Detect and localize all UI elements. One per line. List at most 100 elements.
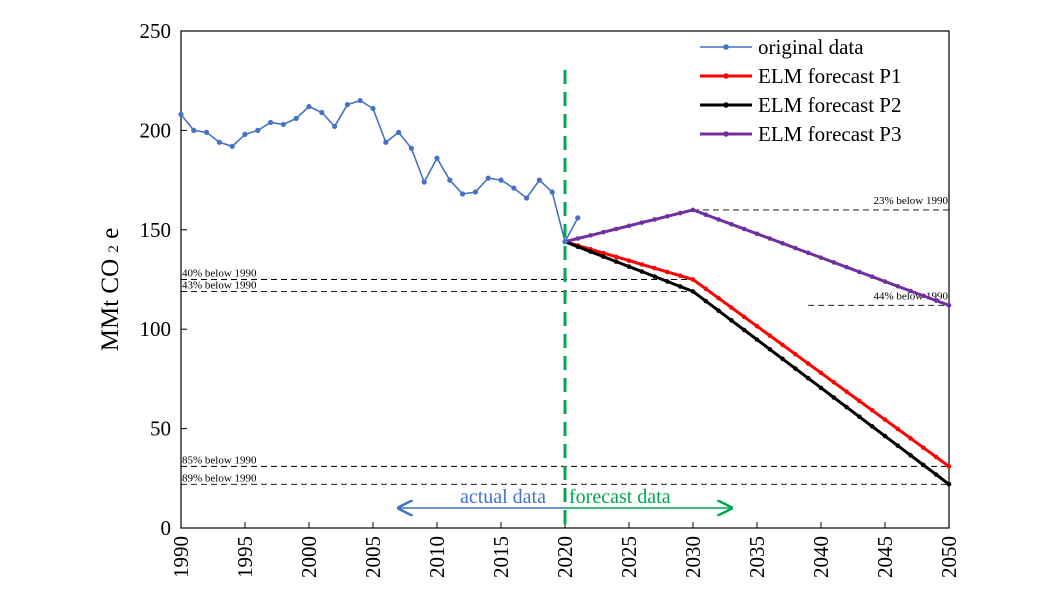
series-point: [946, 464, 952, 469]
series-point: [178, 111, 184, 118]
series-point: [767, 346, 773, 352]
series-point: [793, 366, 798, 371]
legend-label: original data: [758, 35, 864, 59]
series-point: [601, 250, 606, 256]
series-point: [575, 215, 581, 221]
series-point: [293, 115, 299, 122]
actual-data-label: actual data: [460, 486, 546, 508]
series-point: [268, 119, 274, 126]
series-point: [857, 398, 862, 404]
series-point: [626, 223, 632, 229]
series-point: [716, 308, 721, 314]
series-point: [280, 121, 286, 128]
series-point: [665, 213, 670, 219]
series-point: [729, 221, 734, 227]
series-point: [665, 279, 670, 284]
series-point: [844, 404, 849, 410]
series-point: [652, 265, 657, 271]
series-point: [319, 109, 325, 116]
series-point: [908, 453, 913, 458]
series-point: [741, 226, 747, 232]
series-point: [703, 212, 709, 217]
x-tick-label: 2050: [937, 536, 961, 578]
series-point: [601, 254, 606, 259]
reference-line-label: 40% below 1990: [182, 268, 257, 280]
series-point: [601, 229, 606, 235]
series-point: [780, 241, 785, 246]
reference-line-label: 85% below 1990: [182, 454, 257, 466]
series-point: [613, 254, 619, 260]
series-point: [716, 295, 721, 301]
series-point: [946, 481, 952, 487]
series-point: [908, 436, 913, 441]
series-point: [665, 269, 670, 275]
y-tick-label: 250: [140, 19, 172, 43]
legend-label: ELM forecast P3: [758, 122, 901, 146]
series-point: [677, 210, 683, 216]
y-tick-label: 200: [140, 118, 172, 142]
series-point: [805, 361, 811, 366]
series-point: [921, 293, 926, 299]
x-tick-label: 2015: [489, 536, 513, 578]
x-tick-label: 2030: [681, 536, 705, 578]
series-point: [703, 298, 709, 304]
forecast-data-label: forecast data: [569, 486, 671, 508]
legend-swatch-marker: [723, 73, 729, 79]
series-point: [306, 103, 312, 110]
legend-label: ELM forecast P1: [758, 64, 901, 88]
y-axis-label-main: MMt CO: [97, 253, 124, 352]
x-tick-label: 2025: [617, 536, 641, 578]
series-point: [805, 375, 811, 381]
series-point: [767, 333, 773, 338]
series-point: [690, 289, 696, 294]
y-tick-label: 50: [150, 417, 171, 441]
series-point: [729, 305, 734, 310]
series-point: [536, 177, 543, 183]
y-tick-label: 100: [140, 317, 172, 341]
series-point: [946, 303, 952, 308]
series-line-elm-forecast-p1: [564, 240, 950, 468]
series-point: [383, 139, 389, 145]
series-point: [690, 207, 696, 213]
series-point: [831, 395, 837, 400]
series-point: [869, 424, 875, 429]
legend-swatch-marker: [723, 102, 729, 108]
series-point: [344, 101, 350, 108]
series-point: [818, 255, 824, 260]
series-point: [460, 191, 466, 197]
series-point: [908, 288, 913, 294]
series-layer: [178, 97, 952, 487]
series-point: [588, 233, 593, 238]
x-tick-label: 2045: [873, 536, 897, 578]
series-point: [677, 284, 683, 289]
series-line-elm-forecast-p2: [564, 240, 950, 486]
series-point: [639, 262, 645, 267]
series-point: [242, 131, 248, 137]
annotations-layer: actual data forecast data: [399, 70, 732, 528]
legend-swatch-marker: [723, 131, 729, 137]
series-point: [805, 250, 811, 256]
series-point: [818, 370, 824, 376]
series-point: [652, 274, 657, 279]
series-point: [626, 264, 632, 269]
series-point: [869, 274, 875, 280]
series-point: [562, 239, 568, 245]
legend-label: ELM forecast P2: [758, 93, 901, 117]
series-point: [933, 472, 939, 477]
series-point: [780, 342, 785, 348]
series-point: [575, 236, 581, 241]
series-point: [933, 298, 939, 303]
series-point: [793, 351, 798, 357]
reference-line-label: 89% below 1990: [182, 472, 257, 484]
series-point: [472, 189, 478, 195]
series-point: [549, 189, 555, 195]
series-point: [434, 155, 440, 161]
series-point: [575, 244, 581, 249]
series-point: [677, 273, 683, 279]
legend-swatch-marker: [723, 44, 729, 50]
x-tick-label: 1995: [233, 536, 257, 578]
series-point: [754, 337, 760, 342]
series-point: [857, 269, 862, 275]
series-point: [357, 97, 363, 104]
series-point: [869, 408, 875, 413]
